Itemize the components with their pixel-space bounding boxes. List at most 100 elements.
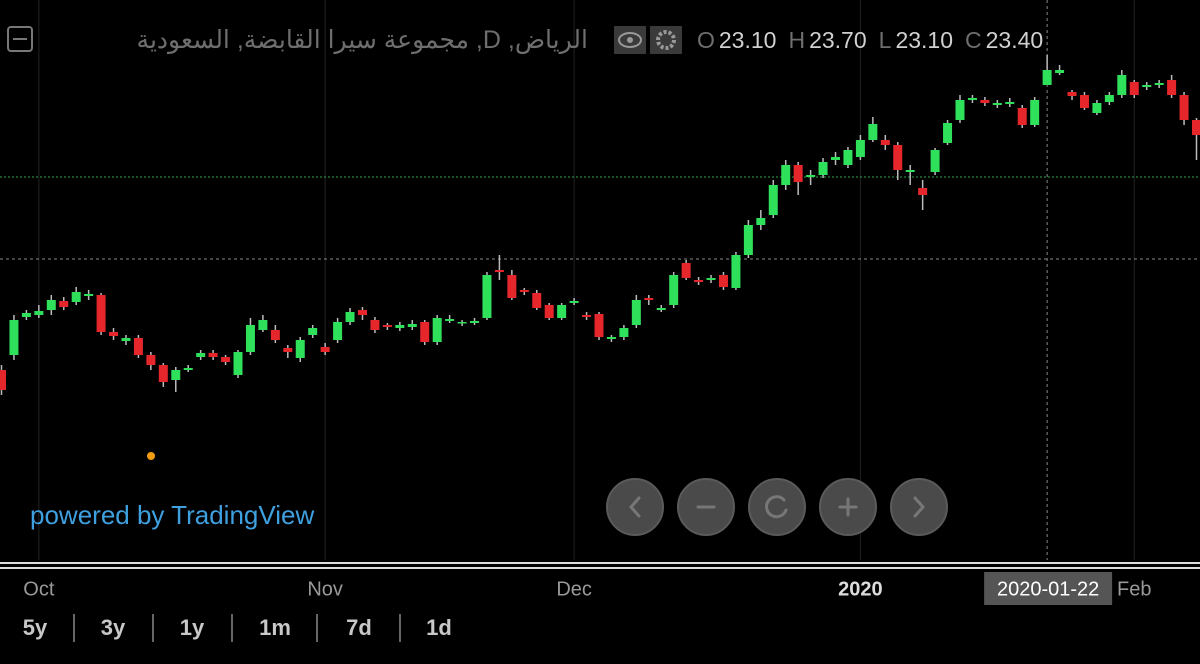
candle-body	[96, 295, 106, 332]
candle-body	[457, 322, 467, 324]
candle-body	[1092, 103, 1102, 113]
candle-body	[482, 275, 492, 318]
candle-body	[544, 305, 554, 318]
candle-body	[0, 370, 6, 390]
candle-body	[955, 100, 965, 120]
candle-body	[283, 348, 293, 352]
candle-body	[967, 98, 977, 100]
candle-body	[357, 310, 367, 315]
candle-body	[1117, 75, 1127, 95]
candle-body	[992, 103, 1002, 105]
candle-body	[943, 123, 953, 143]
candle-body	[768, 185, 778, 215]
legend-key: O	[697, 27, 715, 53]
candle-body	[1017, 108, 1027, 125]
branding[interactable]: powered by TradingView	[30, 500, 315, 530]
range-button[interactable]: 1y	[179, 615, 205, 640]
candle-body	[46, 300, 56, 310]
candle-body	[245, 325, 255, 352]
candle-body	[681, 263, 691, 278]
candle-body	[893, 145, 903, 170]
candle-body	[980, 100, 990, 103]
candle-body	[569, 301, 579, 303]
candle-body	[21, 313, 31, 317]
candle-body	[1079, 95, 1089, 108]
candle-body	[781, 165, 791, 185]
candle-body	[1042, 70, 1052, 85]
range-button[interactable]: 1m	[259, 615, 291, 640]
ohlc-legend: O 23.10 H 23.70 L 23.10 C 23.40	[697, 22, 1055, 58]
candle-body	[582, 315, 592, 317]
candle-body	[1179, 95, 1189, 120]
candle-body	[818, 162, 828, 175]
candle-body	[1129, 82, 1139, 95]
scroll-right-button[interactable]	[890, 478, 948, 536]
scroll-left-button[interactable]	[606, 478, 664, 536]
range-button[interactable]: 7d	[346, 615, 372, 640]
candle-body	[470, 321, 480, 323]
candle-body	[320, 347, 330, 352]
candle-body	[669, 275, 679, 305]
legend-value: 23.10	[718, 27, 777, 53]
candle-body	[743, 225, 753, 255]
candle-body	[494, 270, 504, 272]
chart-title: الرياض, D, مجموعة سيرا القابضة, السعودية	[136, 26, 588, 54]
candle-body	[407, 324, 417, 327]
reset-icon	[765, 495, 788, 519]
candle-body	[158, 365, 168, 382]
x-tick-label: 2020	[838, 578, 883, 600]
menu-icon[interactable]	[7, 26, 33, 52]
candle-body	[221, 357, 231, 362]
range-button[interactable]: 1d	[426, 615, 452, 640]
candle-body	[1005, 102, 1015, 104]
candle-body	[133, 338, 143, 355]
candle-body	[594, 314, 604, 337]
reset-button[interactable]	[748, 478, 806, 536]
candle-body	[1067, 92, 1077, 96]
eye-icon	[618, 32, 642, 48]
candle-body	[1154, 83, 1164, 85]
eye-pupil	[627, 37, 633, 43]
candle-body	[295, 340, 305, 358]
candle-body	[718, 275, 728, 287]
candle-body	[308, 328, 318, 335]
candle-body	[706, 278, 716, 280]
candle-body	[84, 294, 94, 296]
x-tick-label: Nov	[307, 578, 343, 600]
crosshair-label: 2020-01-22	[997, 578, 1099, 600]
candle-body	[270, 330, 280, 340]
nav-icons	[628, 495, 926, 519]
candle-body	[731, 255, 741, 288]
candle-body	[557, 305, 567, 318]
candle-body	[1055, 70, 1065, 73]
crosshair-label-bg	[984, 572, 1113, 605]
candle-body	[507, 275, 517, 298]
x-tick-label: Feb	[1117, 578, 1151, 600]
candle-body	[793, 165, 803, 182]
legend-value: 23.40	[985, 27, 1044, 53]
candle-body	[1104, 95, 1114, 102]
candle-body	[855, 140, 865, 157]
candle-body	[420, 322, 430, 342]
candle-body	[395, 325, 405, 328]
candle-body	[880, 140, 890, 145]
candle-body	[183, 368, 193, 370]
candle-body	[109, 332, 119, 336]
candle-body	[656, 308, 666, 310]
candle-body	[1142, 85, 1152, 87]
range-button[interactable]: 5y	[22, 615, 48, 640]
legend-key: C	[965, 27, 982, 53]
candle-body	[9, 320, 19, 355]
candle-body	[146, 355, 156, 365]
legend-key: L	[878, 27, 892, 53]
candle-body	[843, 150, 853, 165]
candle-body	[445, 319, 455, 321]
candle-body	[382, 325, 392, 327]
candle-body	[831, 157, 841, 160]
candle-body	[930, 150, 940, 172]
candle-body	[532, 293, 542, 308]
candle-body	[806, 175, 816, 177]
range-button[interactable]: 3y	[100, 615, 126, 640]
